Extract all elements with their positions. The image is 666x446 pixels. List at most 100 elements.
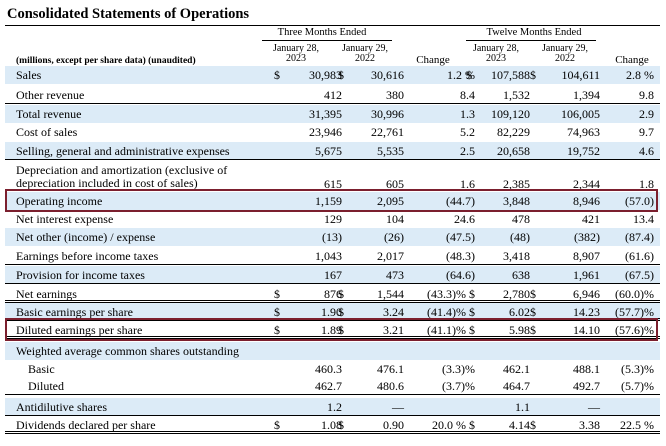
cell-y2d: $	[530, 305, 536, 319]
units-header: (millions, except per share data) (unaud…	[16, 56, 196, 66]
cell-y1: 2,385	[503, 177, 530, 191]
cell-q2: 1,544	[377, 287, 404, 301]
table-row: Antidilutive shares 1.2 — 1.1 —	[5, 398, 660, 416]
cell-y1: 2,780	[503, 287, 530, 301]
cell-yc: 2.9	[639, 107, 654, 121]
cell-y2: 421	[582, 212, 600, 226]
cell-y1: 5.98	[509, 323, 530, 337]
cell-q2: (26)	[384, 230, 404, 244]
table-row: Diluted earnings per share $1.89 $3.21 (41.…	[5, 321, 660, 339]
cell-y1: 4.14	[509, 418, 530, 432]
q-date-2022-line2: 2022	[355, 53, 375, 64]
row-label: Earnings before income taxes	[16, 249, 159, 263]
operating-income-highlight	[5, 189, 658, 212]
cell-qc: 5.2	[460, 125, 475, 139]
row-label: Operating income	[16, 194, 103, 208]
cell-q1: 615	[324, 177, 342, 191]
cell-q2: 2,017	[377, 249, 404, 263]
cell-q2d: $	[338, 287, 344, 301]
cell-q2: 30,996	[371, 107, 404, 121]
cell-y2: 74,963	[567, 125, 600, 139]
cell-q2: 30,616	[371, 68, 404, 82]
row-label: Basic	[28, 362, 55, 376]
cell-q2d: $	[338, 323, 344, 337]
cell-y2d: $	[530, 418, 536, 432]
cell-y2: 6,946	[573, 287, 600, 301]
cell-q2: 5,535	[377, 144, 404, 158]
q-date-2023-line2: 2023	[286, 53, 306, 64]
row-label: Dividends declared per share	[16, 418, 156, 432]
row-label: Weighted average common shares outstandi…	[16, 344, 239, 358]
q-date-2022-line1: January 29,	[341, 43, 389, 54]
cell-yc: 9.7	[639, 125, 654, 139]
cell-y1: 20,658	[497, 144, 530, 158]
cell-yc: 13.4	[633, 212, 654, 226]
cell-q2: 473	[386, 268, 404, 282]
row-label: Diluted earnings per share	[16, 323, 143, 337]
cell-y1: 109,120	[491, 107, 530, 121]
cell-qc: (64.6)	[446, 268, 475, 282]
cell-qc: 1.6	[460, 177, 475, 191]
cell-y2: 2,344	[573, 177, 600, 191]
statement-title: Consolidated Statements of Operations	[7, 6, 250, 22]
cell-qc: 20.0 % $	[432, 418, 475, 432]
cell-qc: (47.5)	[446, 230, 475, 244]
y-date-2022: January 29, 2022	[528, 44, 602, 64]
cell-yc: 4.6	[639, 144, 654, 158]
cell-y1: 1.1	[515, 400, 530, 414]
row-label: Diluted	[28, 379, 64, 393]
cell-q2: —	[392, 400, 404, 414]
cell-yc: (60.0)%	[615, 287, 654, 301]
cell-qc: (3.3)%	[442, 362, 475, 376]
table-row: Net other (income) / expense (13) (26) (47.…	[5, 228, 660, 246]
cell-q1: 1,159	[315, 194, 342, 208]
cell-q2: 0.90	[383, 418, 404, 432]
cell-y2: 19,752	[567, 144, 600, 158]
cell-q2d: $	[338, 418, 344, 432]
cell-y2: 104,611	[561, 68, 600, 82]
cell-yc: (57.7)%	[615, 305, 654, 319]
row-label: Net earnings	[16, 287, 77, 301]
cell-yc: (67.5)	[625, 268, 654, 282]
row-label-line1: Depreciation and amortization (exclusive…	[16, 163, 228, 177]
table-row: Net interest expense 129 104 24.6 478 421 13.4	[5, 210, 660, 228]
cell-q2d: $	[338, 305, 344, 319]
table-row: Dividends declared per share $1.08 $0.90 20…	[5, 416, 660, 434]
row-label: Sales	[16, 68, 42, 82]
cell-q1: 129	[324, 212, 342, 226]
cell-y2: 3.38	[579, 418, 600, 432]
y-change-header: Change	[615, 54, 649, 66]
cell-y1: 1,532	[503, 88, 530, 102]
cell-yc: 2.8 %	[626, 68, 654, 82]
cell-y2d: $	[530, 323, 536, 337]
cell-q1d: $	[274, 418, 280, 432]
cell-y1d: $	[466, 68, 472, 82]
cell-y2: 8,946	[573, 194, 600, 208]
cell-q2: 2,095	[377, 194, 404, 208]
cell-qc: (44.7)	[446, 194, 475, 208]
cell-q1: 1.89	[321, 323, 342, 337]
cell-y1: 638	[512, 268, 530, 282]
cell-y1: 462.1	[503, 362, 530, 376]
cell-q2: 380	[386, 88, 404, 102]
table-row: Provision for income taxes 167 473 (64.6) 63…	[5, 266, 660, 284]
cell-y1: 3,418	[503, 249, 530, 263]
cell-y2: (382)	[574, 230, 600, 244]
cell-q1: 1.2	[327, 400, 342, 414]
three-months-rule	[262, 40, 392, 41]
cell-qc: (41.1)% $	[427, 323, 475, 337]
row-label: Antidilutive shares	[16, 400, 107, 414]
row-label: Provision for income taxes	[16, 268, 145, 282]
table-row: Operating income 1,159 2,095 (44.7) 3,848 8,9…	[5, 192, 660, 210]
cell-y2: 1,394	[573, 88, 600, 102]
row-label: Net interest expense	[16, 212, 114, 226]
cell-qc: (48.3)	[446, 249, 475, 263]
y-date-2022-line2: 2022	[555, 53, 575, 64]
three-months-header: Three Months Ended	[277, 27, 367, 38]
cell-yc: (87.4)	[625, 230, 654, 244]
cell-qc: (3.7)%	[442, 379, 475, 393]
cell-qc: (43.3)% $	[427, 287, 475, 301]
y-date-2023-line1: January 28,	[472, 43, 520, 54]
cell-y2: 8,907	[573, 249, 600, 263]
table-row: Selling, general and administrative expe…	[5, 142, 660, 160]
